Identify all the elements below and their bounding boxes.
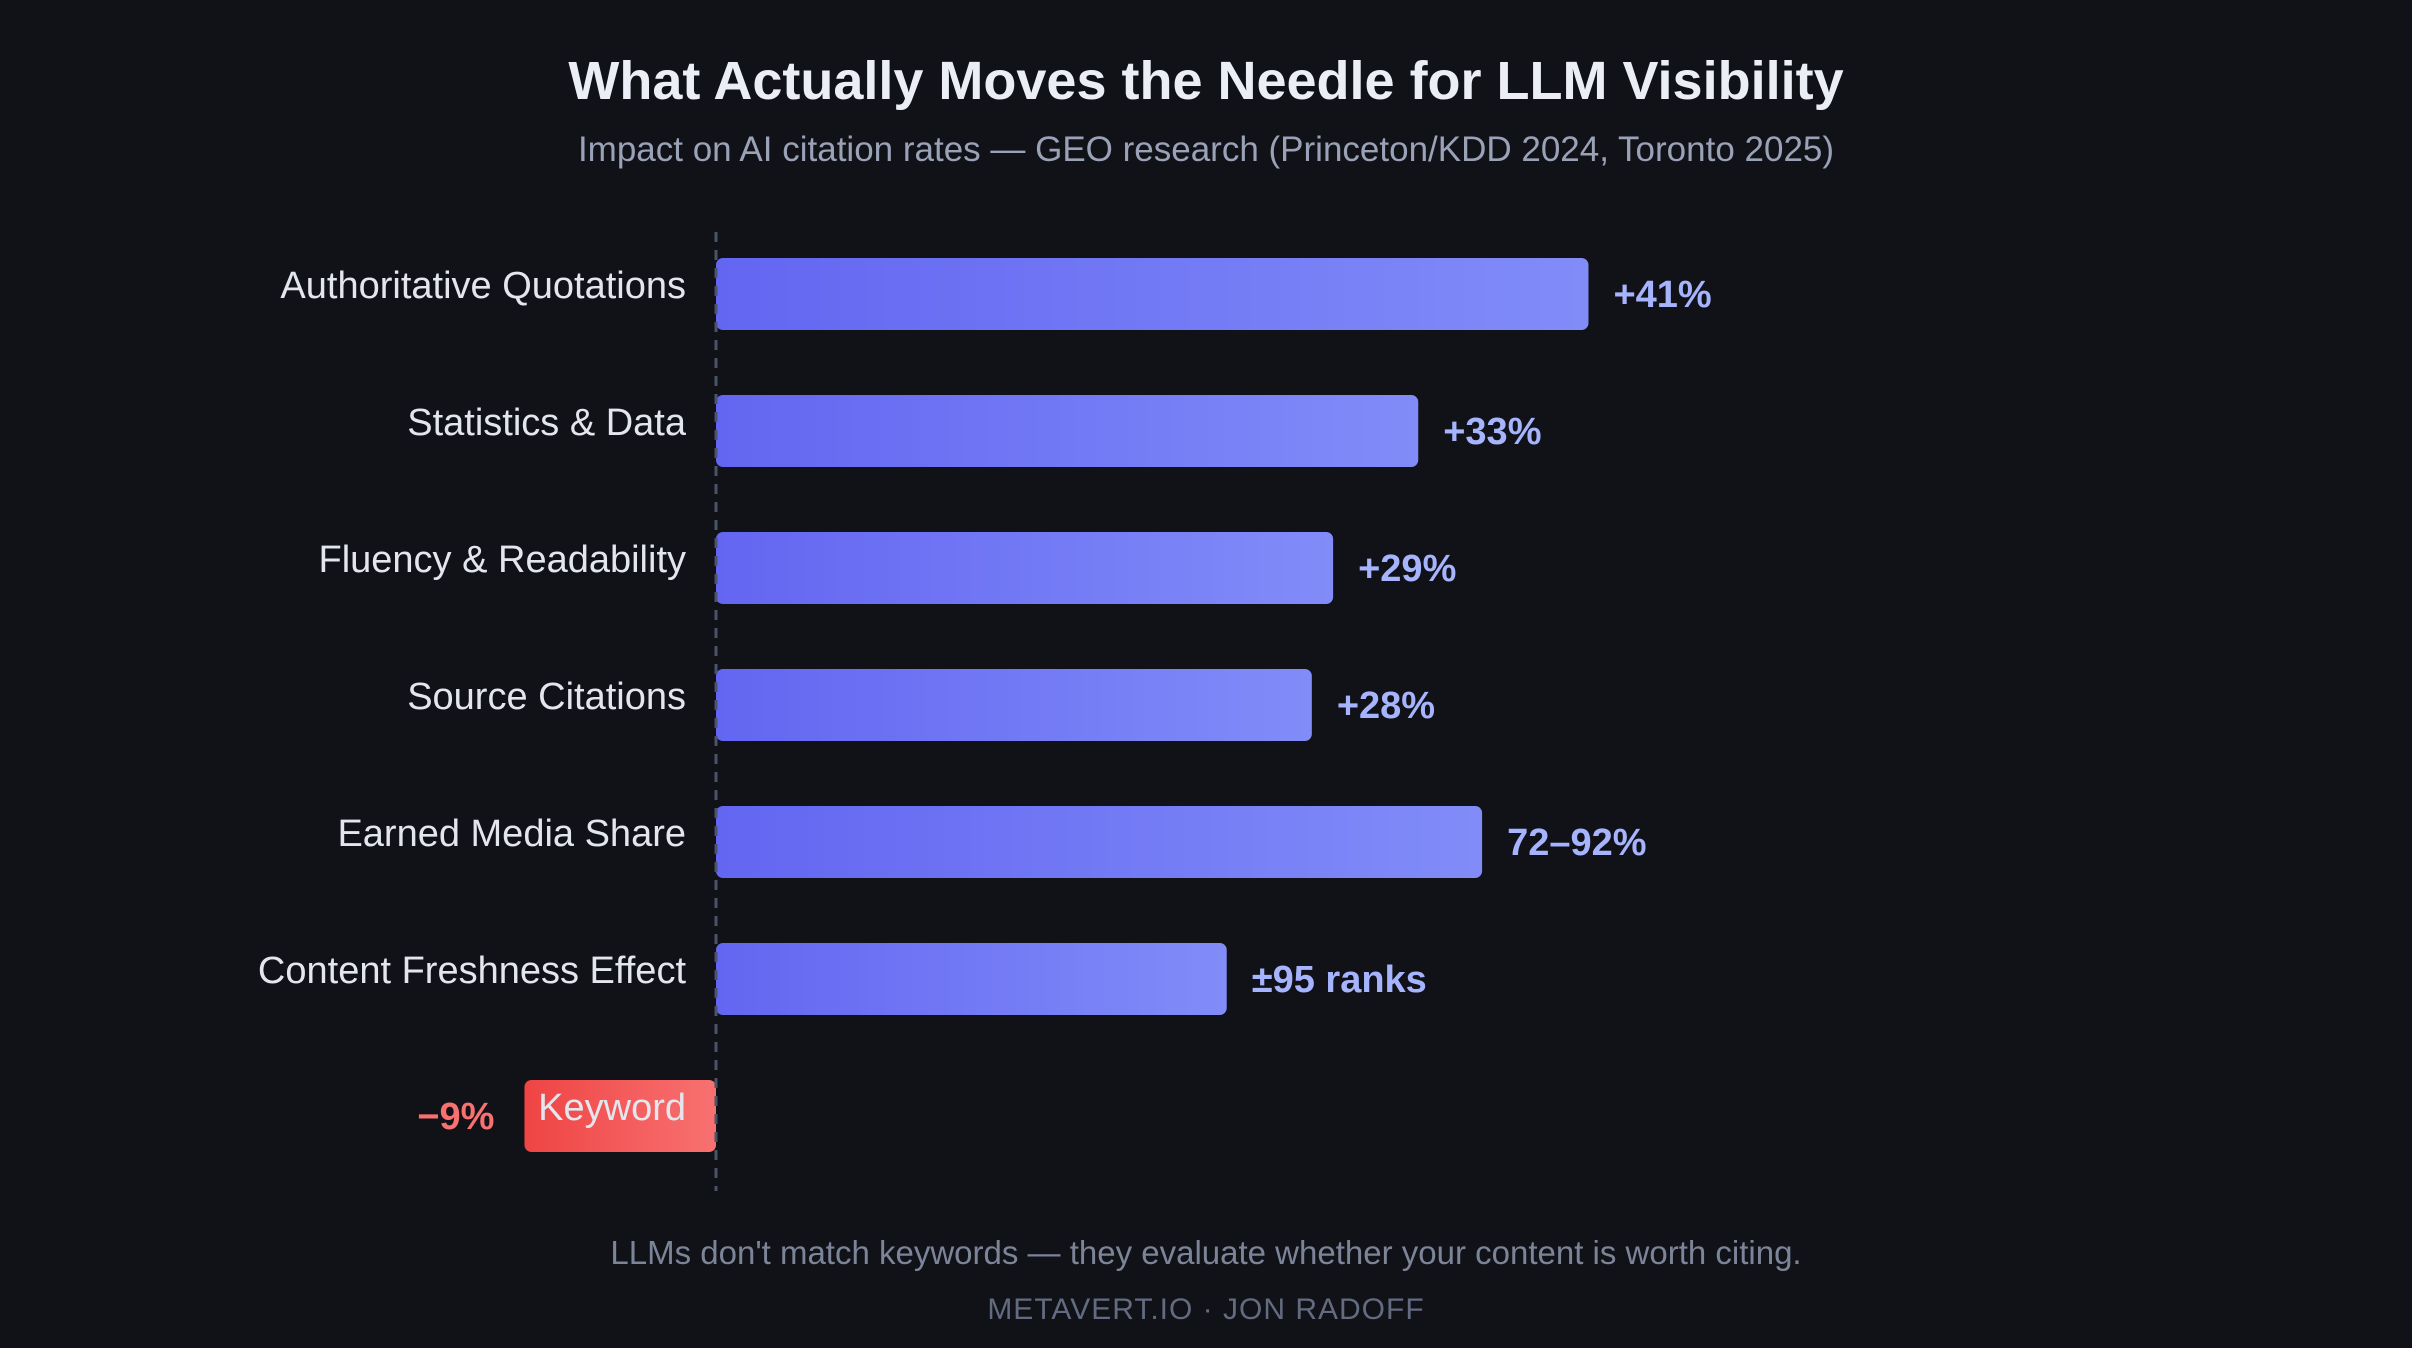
bar-4 <box>716 806 1483 878</box>
value-label-4: 72–92% <box>1507 822 1646 864</box>
value-label-5: ±95 ranks <box>1252 959 1427 1001</box>
bar-3 <box>716 669 1312 741</box>
category-label-4: Earned Media Share <box>337 813 686 855</box>
category-label-5: Content Freshness Effect <box>258 950 687 992</box>
chart-subtitle: Impact on AI citation rates — GEO resear… <box>577 130 1835 169</box>
value-label-6: −9% <box>417 1096 494 1138</box>
bar-0 <box>716 258 1589 330</box>
category-label-1: Statistics & Data <box>407 402 687 444</box>
bar-5 <box>716 943 1227 1015</box>
chart-title: What Actually Moves the Needle for LLM V… <box>568 51 1844 111</box>
category-label-2: Fluency & Readability <box>318 539 686 581</box>
bar-2 <box>716 532 1334 604</box>
value-label-2: +29% <box>1358 548 1456 590</box>
value-label-0: +41% <box>1613 274 1711 316</box>
category-label-6: Keyword <box>538 1087 686 1129</box>
category-label-0: Authoritative Quotations <box>280 265 686 307</box>
bar-1 <box>716 395 1419 467</box>
bar-6 <box>524 1080 716 1152</box>
footer-note: LLMs don't match keywords — they evaluat… <box>610 1234 1802 1271</box>
category-label-3: Source Citations <box>407 676 686 718</box>
footer-credit: METAVERT.IO · JON RADOFF <box>987 1293 1425 1326</box>
value-label-3: +28% <box>1337 685 1435 727</box>
value-label-1: +33% <box>1443 411 1541 453</box>
